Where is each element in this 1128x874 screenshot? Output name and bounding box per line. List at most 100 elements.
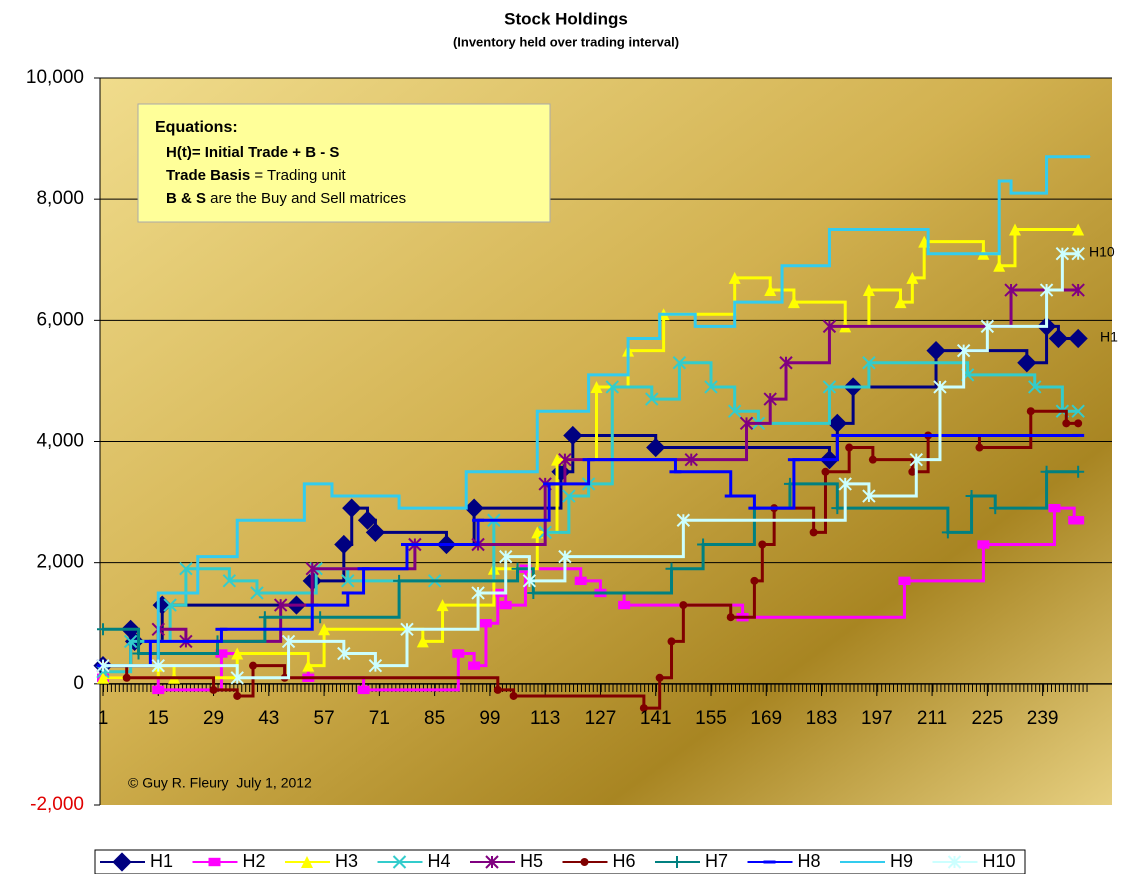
marker	[645, 392, 659, 406]
marker	[341, 574, 355, 588]
marker	[485, 855, 499, 869]
x-tick-label: 225	[972, 708, 1004, 729]
y-tick-label: 10,000	[26, 67, 84, 88]
marker	[684, 452, 698, 467]
marker	[779, 356, 793, 370]
marker	[302, 659, 315, 672]
x-tick-label: 57	[314, 708, 335, 729]
marker	[672, 356, 687, 370]
marker	[1040, 465, 1053, 478]
marker	[562, 489, 576, 503]
marker	[704, 380, 718, 394]
marker	[305, 562, 319, 576]
y-tick-label: -2,000	[30, 794, 84, 815]
marker	[787, 296, 800, 309]
x-tick-label: 99	[479, 708, 500, 729]
marker	[697, 538, 710, 551]
marker	[337, 646, 351, 661]
equations-box: Equations: H(t)= Initial Trade + B - S Tr…	[137, 103, 551, 223]
marker	[739, 416, 754, 431]
marker	[750, 576, 759, 585]
marker	[1028, 380, 1042, 394]
marker	[727, 404, 742, 418]
marker	[580, 858, 589, 866]
legend-label: H3	[335, 851, 358, 871]
marker	[828, 228, 830, 230]
marker	[667, 637, 676, 646]
marker	[908, 467, 917, 476]
equation-part: = Trading unit	[250, 167, 346, 184]
marker	[822, 319, 837, 334]
marker	[1046, 156, 1048, 158]
marker	[671, 856, 683, 868]
marker	[558, 549, 572, 564]
marker	[728, 271, 741, 284]
marker	[1072, 223, 1085, 236]
marker	[822, 380, 837, 394]
series-line	[103, 470, 1079, 656]
marker	[975, 443, 984, 452]
marker	[588, 374, 590, 376]
marker	[831, 502, 844, 515]
marker	[1039, 283, 1054, 297]
marker	[764, 284, 777, 297]
marker	[357, 685, 370, 695]
marker	[558, 452, 572, 467]
marker	[1089, 156, 1091, 158]
marker	[479, 619, 492, 628]
marker	[1071, 283, 1085, 297]
equation-line: B & S are the Buy and Sell matrices	[166, 190, 406, 207]
marker	[845, 443, 854, 452]
marker	[1010, 192, 1012, 194]
marker	[471, 586, 485, 600]
marker	[334, 534, 354, 555]
marker	[368, 658, 383, 673]
marker	[868, 455, 877, 464]
marker	[998, 180, 1000, 182]
legend-label: H9	[890, 851, 913, 871]
y-tick-label: 8,000	[36, 188, 84, 209]
marker	[303, 483, 305, 485]
marker	[498, 549, 513, 564]
marker	[933, 380, 947, 394]
marker	[694, 325, 696, 327]
equation-line: H(t)= Initial Trade + B - S	[166, 144, 339, 161]
marker	[493, 685, 502, 694]
marker	[927, 253, 929, 255]
marker	[646, 437, 666, 458]
marker	[1026, 407, 1035, 416]
x-tick-label: 43	[258, 708, 279, 729]
marker	[233, 691, 242, 700]
marker	[956, 343, 971, 358]
marker	[96, 665, 110, 679]
marker	[112, 852, 132, 872]
marker	[122, 673, 131, 682]
marker	[97, 671, 109, 684]
x-tick-label: 71	[369, 708, 390, 729]
annotation: H1	[1100, 329, 1118, 345]
marker	[179, 562, 193, 576]
equation-part: are the Buy and Sell matrices	[206, 190, 406, 207]
marker	[551, 453, 564, 466]
marker	[659, 313, 661, 315]
legend-label: H5	[520, 851, 543, 871]
marker	[97, 623, 109, 636]
x-tick-label: 1	[98, 708, 109, 729]
legend-label: H1	[150, 851, 173, 871]
marker	[230, 671, 244, 685]
marker	[331, 495, 333, 497]
marker	[639, 704, 648, 713]
marker	[499, 600, 512, 610]
marker	[926, 341, 946, 361]
marker	[605, 380, 619, 394]
marker	[618, 600, 631, 610]
equations-bg	[137, 103, 551, 223]
marker	[151, 658, 165, 673]
marker	[676, 513, 691, 527]
copyright: © Guy R. Fleury July 1, 2012	[128, 775, 312, 791]
marker	[465, 471, 467, 473]
legend-label: H8	[798, 851, 821, 871]
series-line	[103, 155, 1090, 668]
x-tick-label: 183	[806, 708, 838, 729]
